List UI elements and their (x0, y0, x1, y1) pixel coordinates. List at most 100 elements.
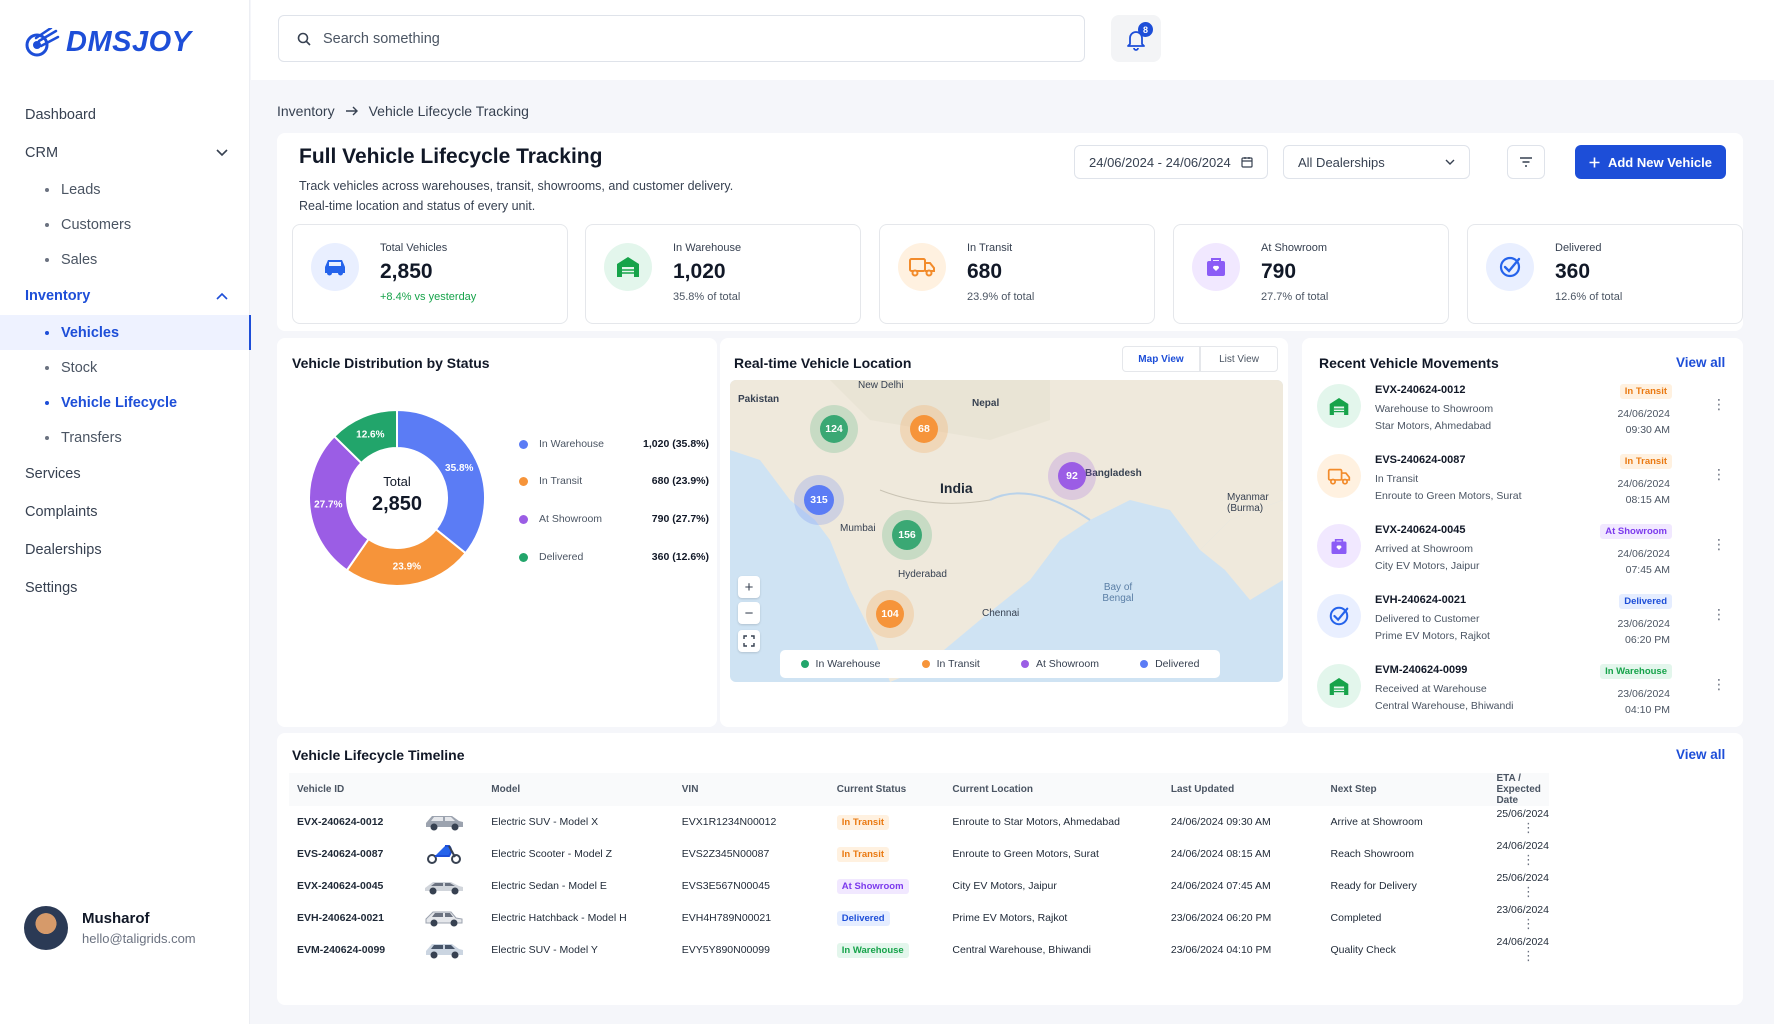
nav-services[interactable]: Services (0, 455, 250, 493)
suv-icon (426, 815, 463, 830)
movement-time: 09:30 AM (1625, 424, 1670, 436)
user-profile[interactable]: Musharof hello@taligrids.com (24, 906, 196, 950)
movement-date: 24/06/2024 (1617, 408, 1670, 420)
nav-sub-leads[interactable]: Leads (0, 172, 250, 207)
add-vehicle-button[interactable]: Add New Vehicle (1575, 145, 1726, 179)
movement-location: Enroute to Green Motors, Surat (1375, 490, 1522, 502)
nav-label: Stock (61, 359, 98, 376)
movement-item[interactable]: EVX-240624-0012 Warehouse to Showroom St… (1317, 378, 1672, 440)
column-header[interactable]: VIN (673, 773, 829, 806)
movements-view-all-link[interactable]: View all (1676, 355, 1726, 370)
more-options-icon[interactable]: ⋮ (1522, 852, 1535, 867)
nav-settings[interactable]: Settings (0, 569, 250, 607)
tab-map-view[interactable]: Map View (1122, 346, 1200, 372)
timeline-view-all-link[interactable]: View all (1676, 747, 1726, 762)
column-header[interactable]: Current Status (828, 773, 945, 806)
nav-complaints[interactable]: Complaints (0, 493, 250, 531)
nav-inventory[interactable]: Inventory (0, 277, 250, 315)
legend-item: At Showroom 790 (27.7%) (519, 513, 709, 525)
more-options-icon[interactable]: ⋮ (1522, 916, 1535, 931)
filter-button[interactable] (1507, 145, 1545, 179)
more-options-icon[interactable]: ⋮ (1522, 820, 1535, 835)
vehicle-id-text: EVX-240624-0045 (297, 879, 384, 892)
movement-time: 04:10 PM (1625, 704, 1670, 716)
map-cluster-showroom[interactable]: 92 (1058, 462, 1086, 490)
search-input[interactable] (323, 30, 1023, 47)
stat-label: Total Vehicles (380, 242, 448, 254)
nav-crm[interactable]: CRM (0, 134, 250, 172)
vehicle-id-text: EVS-240624-0087 (297, 847, 384, 860)
cell-last-updated: 24/06/2024 07:45 AM (1170, 880, 1271, 892)
donut-slice[interactable] (332, 408, 398, 465)
column-header[interactable]: Next Step (1322, 773, 1489, 806)
column-header[interactable]: Model (483, 773, 674, 806)
column-header[interactable]: Last Updated (1162, 773, 1323, 806)
zoom-in-button[interactable]: + (738, 576, 760, 598)
fullscreen-button[interactable] (738, 630, 760, 652)
stat-sub: 23.9% of total (967, 291, 1035, 303)
column-header[interactable]: Current Location (944, 773, 1163, 806)
eta-text: 25/06/2024 (1496, 872, 1549, 884)
breadcrumb-parent[interactable]: Inventory (277, 103, 335, 119)
more-options-icon[interactable]: ⋮ (1522, 884, 1535, 899)
cell-location: Central Warehouse, Bhiwandi (952, 944, 1091, 956)
map-legend: In Warehouse In Transit At Showroom Deli… (780, 650, 1220, 678)
date-range-picker[interactable]: 24/06/2024 - 24/06/2024 (1074, 145, 1268, 179)
nav-sub-vehicles[interactable]: Vehicles (0, 315, 251, 350)
filter-icon (1520, 157, 1532, 167)
table-row[interactable]: EVX-240624-0012 Electric SUV - Model X EVX… (289, 806, 1549, 838)
more-options-icon[interactable]: ⋮ (1712, 606, 1726, 622)
tab-list-view[interactable]: List View (1200, 346, 1278, 372)
legend-value: 790 (27.7%) (651, 513, 709, 525)
movement-date: 23/06/2024 (1617, 618, 1670, 630)
notifications-button[interactable]: 8 (1111, 15, 1161, 62)
status-badge: At Showroom (836, 878, 909, 894)
nav-sub-vehicle-lifecycle[interactable]: Vehicle Lifecycle (0, 385, 250, 420)
movement-item[interactable]: EVS-240624-0087 In Transit Enroute to Gr… (1317, 448, 1672, 510)
column-header[interactable]: Vehicle ID (289, 773, 484, 806)
table-row[interactable]: EVM-240624-0099 Electric SUV - Model Y EVY… (289, 934, 1549, 966)
vehicle-map[interactable]: Pakistan New Delhi Nepal India Banglades… (730, 380, 1283, 682)
stat-label: In Warehouse (673, 242, 742, 254)
cell-last-updated: 23/06/2024 06:20 PM (1170, 912, 1272, 924)
column-header[interactable]: ETA / Expected Date (1488, 773, 1549, 806)
movement-item[interactable]: EVH-240624-0021 Delivered to Customer Pr… (1317, 588, 1672, 650)
nav-sub-sales[interactable]: Sales (0, 242, 250, 277)
user-name: Musharof (82, 910, 150, 927)
map-label: Nepal (972, 398, 1000, 409)
map-cluster-warehouse[interactable]: 124 (820, 415, 848, 443)
stat-sub: 27.7% of total (1261, 291, 1329, 303)
logo[interactable]: DMSJOY (24, 26, 191, 59)
status-badge: In Transit (1619, 454, 1672, 469)
cell-location: City EV Motors, Jaipur (952, 880, 1057, 892)
dealership-select[interactable]: All Dealerships (1283, 145, 1470, 179)
nav-sub-transfers[interactable]: Transfers (0, 420, 250, 455)
page-subtitle-line: Real-time location and status of every u… (299, 199, 536, 213)
table-row[interactable]: EVH-240624-0021 Electric Hatchback - Mode… (289, 902, 1549, 934)
zoom-out-button[interactable]: − (738, 602, 760, 624)
more-options-icon[interactable]: ⋮ (1522, 948, 1535, 963)
more-options-icon[interactable]: ⋮ (1712, 536, 1726, 552)
more-options-icon[interactable]: ⋮ (1712, 396, 1726, 412)
map-cluster-transit[interactable]: 68 (910, 415, 938, 443)
table-row[interactable]: EVS-240624-0087 Electric Scooter - Model … (289, 838, 1549, 870)
table-row[interactable]: EVX-240624-0045 Electric Sedan - Model E E… (289, 870, 1549, 902)
map-cluster-warehouse[interactable]: 156 (892, 520, 922, 550)
vehicle-id-text: EVM-240624-0099 (297, 943, 386, 956)
legend-label: In Warehouse (539, 438, 604, 450)
nav-sub-customers[interactable]: Customers (0, 207, 250, 242)
map-cluster-delivered[interactable]: 315 (804, 485, 834, 515)
more-options-icon[interactable]: ⋮ (1712, 466, 1726, 482)
movement-item[interactable]: EVX-240624-0045 Arrived at Showroom City… (1317, 518, 1672, 580)
nav-dashboard[interactable]: Dashboard (0, 96, 250, 134)
movement-item[interactable]: EVM-240624-0099 Received at Warehouse Ce… (1317, 658, 1672, 720)
nav-dealerships[interactable]: Dealerships (0, 531, 250, 569)
more-options-icon[interactable]: ⋮ (1712, 676, 1726, 692)
donut-slice[interactable] (308, 434, 370, 572)
nav-sub-stock[interactable]: Stock (0, 350, 250, 385)
movement-description: Arrived at Showroom (1375, 543, 1474, 555)
map-cluster-transit[interactable]: 104 (876, 600, 904, 628)
donut-slice[interactable] (396, 408, 486, 555)
map-legend-item: In Transit (921, 658, 980, 670)
stat-label: In Transit (967, 242, 1013, 254)
